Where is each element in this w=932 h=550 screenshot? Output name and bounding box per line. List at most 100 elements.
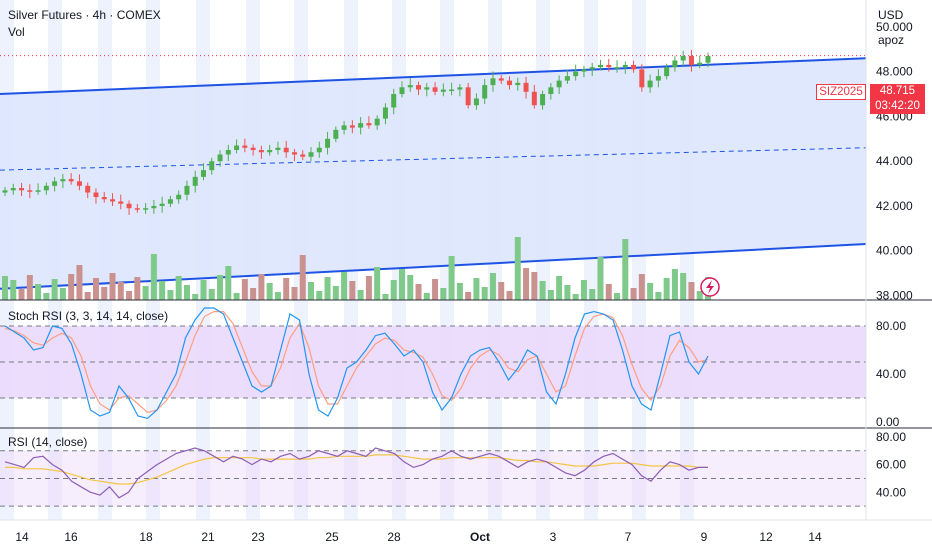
candle-body <box>283 147 289 153</box>
candle-body <box>449 89 455 92</box>
volume-bar <box>489 273 496 300</box>
candle-body <box>242 145 248 148</box>
countdown-tag: 03:42:20 <box>870 99 925 114</box>
price-axis-tick: 42.000 <box>876 199 913 213</box>
candle-body <box>564 76 570 81</box>
currency-label[interactable]: USD <box>878 8 904 22</box>
volume-bar <box>332 286 339 300</box>
rsi-ma-line <box>5 454 708 485</box>
price-axis-tick: 40.000 <box>876 244 913 258</box>
volume-bar <box>159 281 166 300</box>
volume-bar <box>696 291 703 300</box>
candle-body <box>250 147 256 150</box>
stoch-k-line <box>4 307 709 420</box>
volume-bar <box>308 282 315 300</box>
candle-body <box>68 179 74 182</box>
candle-body <box>217 154 223 162</box>
candle-body <box>548 87 554 95</box>
rsi-pane: RSI (14, close) <box>0 435 866 507</box>
lightning-icon-bolt <box>706 280 714 294</box>
candle-body <box>688 55 694 65</box>
candle-body <box>35 190 41 192</box>
candle-body <box>291 152 297 155</box>
volume-bar <box>481 287 488 300</box>
candle-body <box>697 62 703 65</box>
candle-body <box>225 150 231 155</box>
candle-body <box>167 199 173 204</box>
candle-body <box>374 118 380 126</box>
candle-body <box>258 150 264 153</box>
volume-bar <box>407 275 414 300</box>
time-axis-tick: 7 <box>625 530 632 544</box>
candle-body <box>60 179 66 182</box>
volume-bar <box>250 288 257 300</box>
volume-bar <box>622 239 629 300</box>
last-price-tag: 48.715 <box>870 84 925 99</box>
candle-body <box>399 87 405 95</box>
time-axis-tick: 28 <box>387 530 401 544</box>
volume-bar <box>117 282 124 300</box>
channel-upper-line <box>0 57 867 96</box>
volume-bar <box>76 265 83 300</box>
candle-body <box>416 85 422 90</box>
price-pane <box>0 49 867 300</box>
candle-body <box>515 82 521 86</box>
candle-body <box>93 192 99 198</box>
volume-bar <box>556 276 563 300</box>
candle-body <box>151 205 157 209</box>
stoch-title: Stoch RSI (3, 3, 14, 14, close) <box>8 309 168 323</box>
volume-bar <box>580 280 587 300</box>
volume-bar <box>35 284 42 300</box>
volume-bar <box>299 255 306 300</box>
candle-body <box>143 208 149 210</box>
candle-body <box>366 123 372 126</box>
volume-bar <box>217 275 224 300</box>
candle-body <box>589 67 595 70</box>
volume-bar <box>440 288 447 300</box>
volume-bar <box>200 280 207 300</box>
channel-fill <box>0 58 866 289</box>
volume-bar <box>506 291 513 300</box>
candle-body <box>507 80 513 86</box>
price-axis-tick: 44.000 <box>876 154 913 168</box>
rsi-axis-tick: 40.00 <box>876 485 906 499</box>
time-axis-tick: 23 <box>251 530 265 544</box>
candle-body <box>308 152 314 157</box>
candle-body <box>192 176 198 186</box>
volume-bar <box>51 279 58 300</box>
candle-body <box>531 91 537 106</box>
volume-bar <box>465 292 472 300</box>
volume-bar <box>101 287 108 300</box>
volume-bar <box>192 294 199 300</box>
volume-bar <box>597 257 604 300</box>
volume-bar <box>614 293 621 300</box>
volume-bar <box>43 293 50 300</box>
volume-bar <box>266 283 273 300</box>
volume-bar <box>316 291 323 300</box>
candle-body <box>200 170 206 177</box>
volume-bar <box>167 290 174 300</box>
rsi-line <box>4 447 708 499</box>
candle-body <box>19 188 25 191</box>
candle-body <box>622 64 628 68</box>
volume-bar <box>605 284 612 300</box>
rsi-title: RSI (14, close) <box>8 435 87 449</box>
volume-bar <box>225 266 232 300</box>
candle-body <box>631 64 637 70</box>
time-axis-tick: 9 <box>701 530 708 544</box>
candle-body <box>540 94 546 106</box>
candle-body <box>614 67 620 69</box>
volume-bar <box>390 280 397 300</box>
channel-lower-line <box>0 243 867 290</box>
candle-body <box>680 55 686 61</box>
rsi-axis-tick: 60.00 <box>876 458 906 472</box>
candle-body <box>473 98 479 106</box>
candle-body <box>176 194 182 200</box>
stoch-rsi-pane: Stoch RSI (3, 3, 14, 14, close) <box>0 307 866 420</box>
time-axis-tick: 14 <box>15 530 29 544</box>
volume-bar <box>274 292 281 300</box>
stoch-axis-tick: 80.00 <box>876 319 906 333</box>
volume-bar <box>134 277 141 300</box>
candle-body <box>498 78 504 81</box>
